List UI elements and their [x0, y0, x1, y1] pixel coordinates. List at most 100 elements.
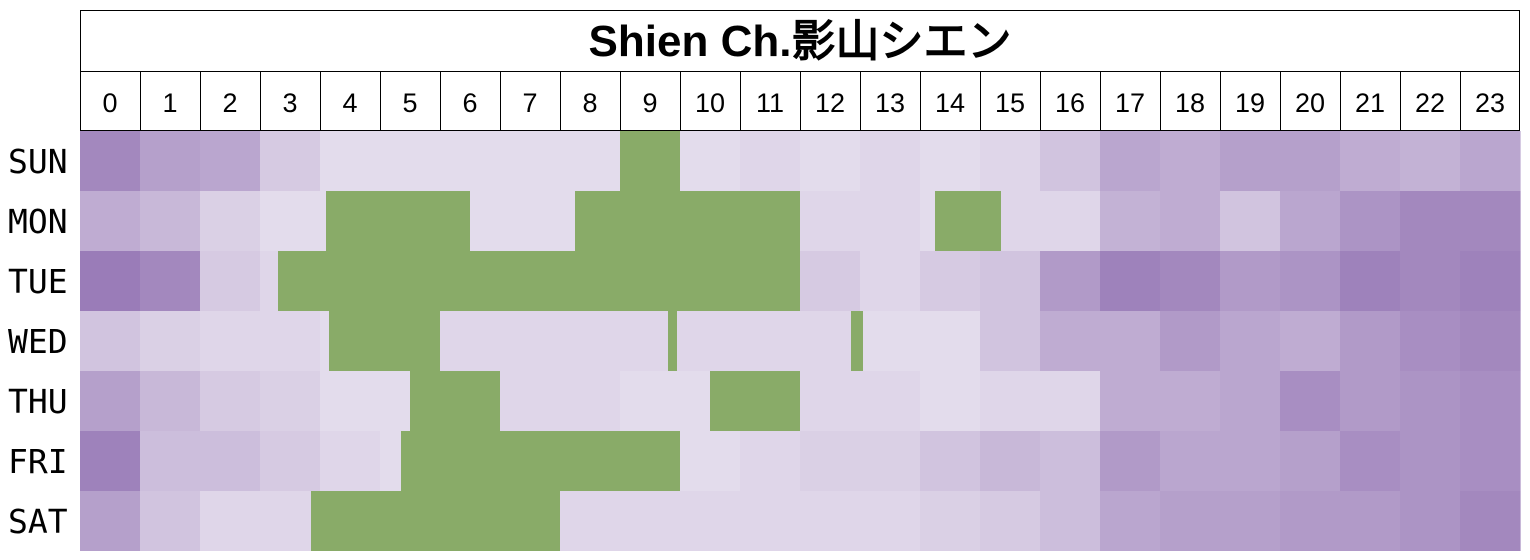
- heatmap-cell: [200, 251, 261, 311]
- heatmap-cell: [140, 431, 201, 491]
- hour-label: 12: [815, 88, 845, 118]
- heatmap-cell: [620, 491, 681, 551]
- heatmap-cell: [1280, 431, 1341, 491]
- heatmap-cell: [320, 131, 381, 191]
- heatmap-cell: [860, 431, 921, 491]
- heatmap-cell: [200, 191, 261, 251]
- heatmap-cell: [980, 251, 1041, 311]
- heatmap-cell: [980, 311, 1041, 371]
- heatmap-cell: [1160, 311, 1221, 371]
- heatmap-cell: [1460, 311, 1521, 371]
- day-label: FRI: [8, 442, 68, 481]
- heatmap-cell: [80, 191, 141, 251]
- heatmap-cell: [1220, 491, 1281, 551]
- day-label: SAT: [8, 502, 68, 541]
- heatmap-cell: [1160, 131, 1221, 191]
- heatmap-cell: [1280, 491, 1341, 551]
- heatmap-cell: [1400, 431, 1461, 491]
- heatmap-cell: [800, 131, 861, 191]
- heatmap-cell: [1040, 491, 1101, 551]
- heatmap-cells: [80, 131, 1521, 551]
- heatmap-cell: [200, 371, 261, 431]
- heatmap-cell: [680, 491, 741, 551]
- heatmap-cell: [1280, 371, 1341, 431]
- heatmap-cell: [1160, 191, 1221, 251]
- heatmap-cell: [1220, 371, 1281, 431]
- heatmap-cell: [980, 491, 1041, 551]
- hour-label: 6: [462, 88, 477, 118]
- heatmap-cell: [1280, 131, 1341, 191]
- heatmap-cell: [860, 131, 921, 191]
- heatmap-cell: [80, 311, 141, 371]
- heatmap-cell: [260, 431, 321, 491]
- heatmap-cell: [260, 191, 321, 251]
- heatmap-cell: [980, 431, 1041, 491]
- heatmap-cell: [1220, 251, 1281, 311]
- heatmap-cell: [740, 491, 801, 551]
- heatmap-cell: [500, 191, 561, 251]
- highlight-block: [851, 311, 863, 371]
- heatmap-cell: [560, 311, 621, 371]
- heatmap-cell: [80, 371, 141, 431]
- heatmap-cell: [1220, 311, 1281, 371]
- hour-label: 17: [1115, 88, 1145, 118]
- hour-label: 19: [1235, 88, 1265, 118]
- heatmap-cell: [800, 311, 861, 371]
- hour-label: 16: [1055, 88, 1085, 118]
- hour-label: 7: [522, 88, 537, 118]
- highlight-block: [668, 311, 677, 371]
- heatmap-cell: [560, 131, 621, 191]
- heatmap-cell: [80, 431, 141, 491]
- heatmap-cell: [1040, 191, 1101, 251]
- heatmap-cell: [740, 131, 801, 191]
- heatmap-cell: [1280, 251, 1341, 311]
- heatmap-cell: [380, 131, 441, 191]
- heatmap-cell: [1100, 191, 1161, 251]
- heatmap-cell: [560, 491, 621, 551]
- highlight-block: [935, 191, 1001, 251]
- hour-label: 3: [282, 88, 297, 118]
- heatmap-cell: [200, 131, 261, 191]
- heatmap-cell: [140, 131, 201, 191]
- highlight-block: [311, 491, 560, 551]
- heatmap-cell: [200, 491, 261, 551]
- hour-label: 22: [1415, 88, 1445, 118]
- highlight-block: [620, 131, 680, 191]
- day-label: TUE: [8, 262, 68, 301]
- day-label: THU: [8, 382, 68, 421]
- heatmap-cell: [860, 311, 921, 371]
- heatmap-cell: [560, 371, 621, 431]
- hour-label: 8: [582, 88, 597, 118]
- heatmap-cell: [500, 131, 561, 191]
- heatmap-cell: [260, 371, 321, 431]
- heatmap-cell: [1400, 311, 1461, 371]
- heatmap-cell: [860, 251, 921, 311]
- heatmap-cell: [1460, 431, 1521, 491]
- heatmap-cell: [1100, 491, 1161, 551]
- heatmap-cell: [260, 131, 321, 191]
- heatmap-cell: [260, 311, 321, 371]
- hour-label: 0: [102, 88, 117, 118]
- heatmap-cell: [1400, 191, 1461, 251]
- heatmap-cell: [1340, 491, 1401, 551]
- heatmap-cell: [680, 311, 741, 371]
- heatmap-cell: [920, 311, 981, 371]
- hour-label: 15: [995, 88, 1025, 118]
- heatmap-cell: [920, 491, 981, 551]
- hour-label: 23: [1475, 88, 1505, 118]
- heatmap-cell: [260, 491, 321, 551]
- heatmap-cell: [1400, 491, 1461, 551]
- heatmap-cell: [320, 371, 381, 431]
- highlight-block: [710, 371, 800, 431]
- hour-label: 9: [642, 88, 657, 118]
- heatmap-cell: [1280, 191, 1341, 251]
- heatmap-cell: [140, 251, 201, 311]
- heatmap-cell: [500, 311, 561, 371]
- day-labels: SUN MON TUE WED THU FRI SAT: [8, 142, 68, 541]
- heatmap-cell: [1160, 371, 1221, 431]
- hour-label: 10: [695, 88, 725, 118]
- heatmap-cell: [1340, 251, 1401, 311]
- hour-labels: 0 1 2 3 4 5 6 7 8 9 10 11 12 13 14 15 16 17 18 19 20 21 22 23: [102, 88, 1505, 118]
- heatmap-cell: [200, 431, 261, 491]
- heatmap-cell: [1100, 371, 1161, 431]
